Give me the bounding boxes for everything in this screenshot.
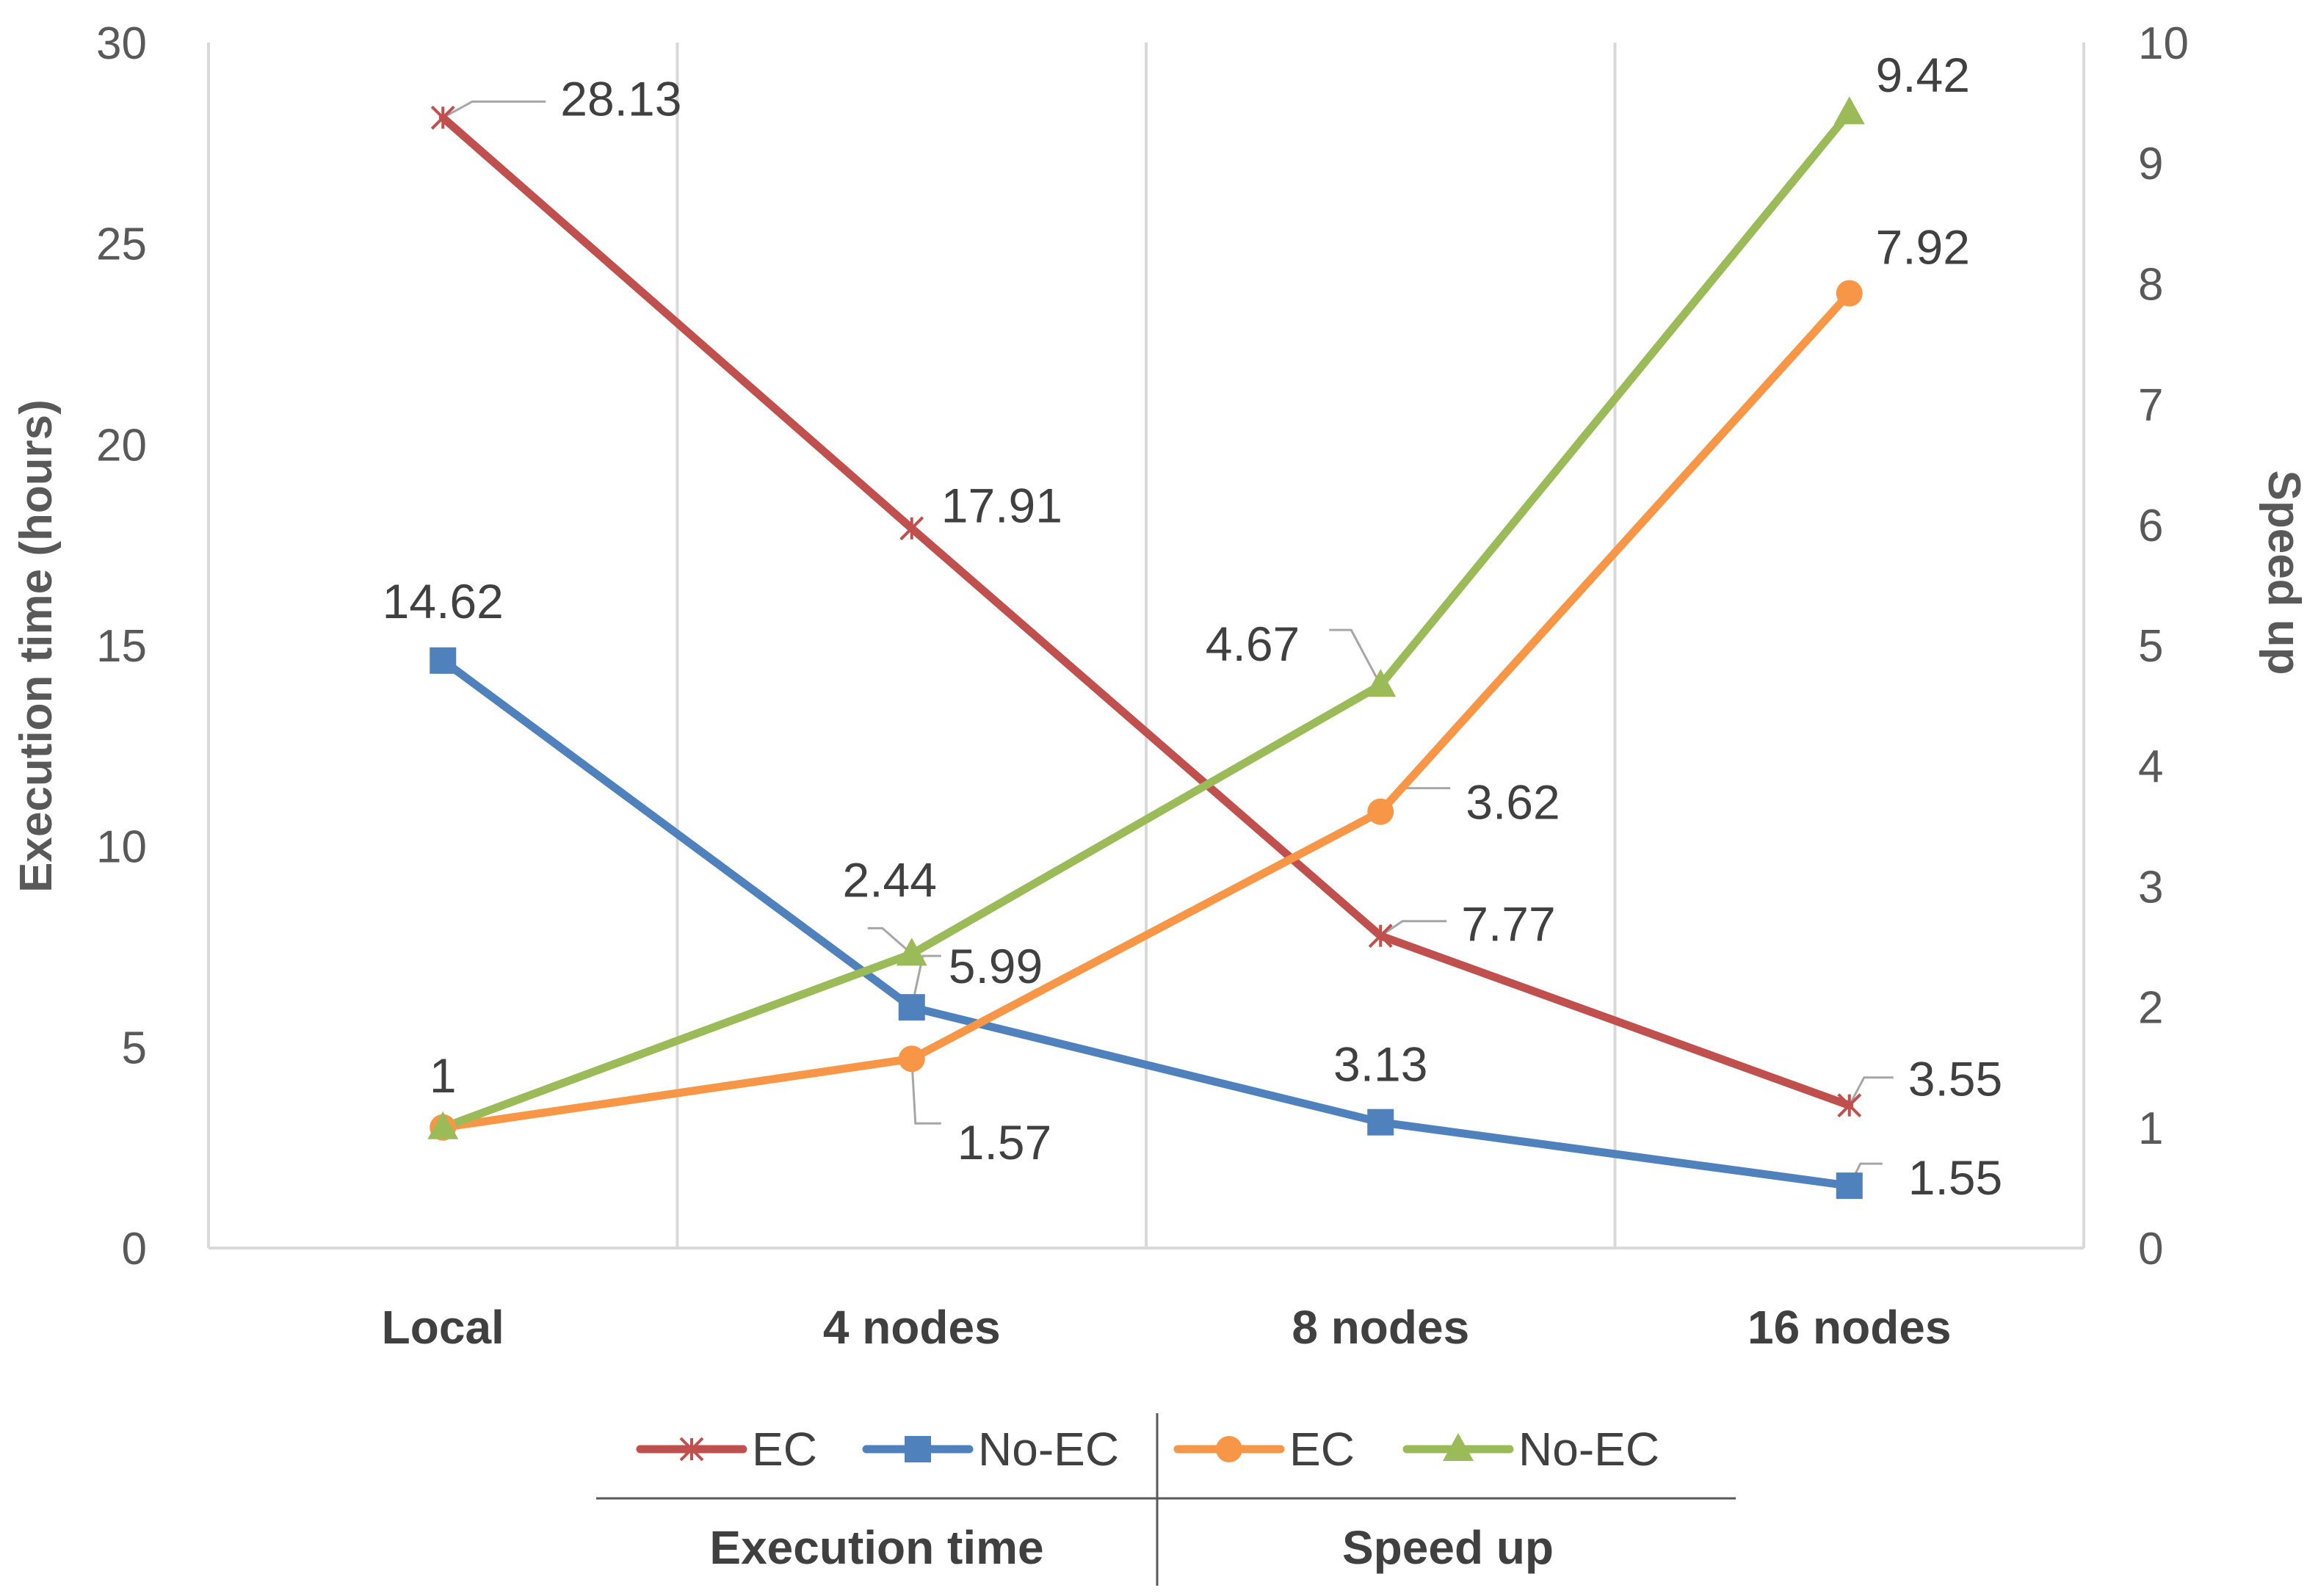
data-label: 3.13 — [1333, 1037, 1427, 1092]
category-label: 16 nodes — [1748, 1301, 1951, 1354]
data-point-triangle — [1443, 1433, 1474, 1461]
data-label: 2.44 — [843, 852, 937, 907]
data-point-square — [1367, 1109, 1394, 1136]
data-point-triangle — [896, 937, 927, 966]
left-axis-title: Execution time (hours) — [11, 399, 62, 893]
series-line — [438, 113, 1854, 1110]
right-tick-label: 0 — [2138, 1224, 2163, 1274]
data-label-leaders — [442, 100, 1894, 1186]
data-point-triangle — [1833, 96, 1865, 125]
data-point-circle — [1216, 1436, 1242, 1462]
legend-group-label: Speed up — [1342, 1521, 1554, 1574]
right-tick-label: 6 — [2138, 501, 2163, 551]
category-labels: Local 4 nodes 8 nodes 16 nodes — [382, 1301, 1952, 1354]
category-label: Local — [382, 1301, 504, 1354]
legend-label: No-EC — [1518, 1423, 1659, 1476]
left-tick-label: 15 — [96, 621, 147, 672]
data-label: 28.13 — [560, 71, 681, 126]
data-point-square — [898, 994, 925, 1021]
data-point-square — [1836, 1172, 1863, 1200]
data-label: 3.62 — [1466, 775, 1560, 830]
data-point-circle — [1367, 798, 1394, 825]
left-tick-label: 30 — [96, 18, 147, 69]
data-point-star — [430, 105, 455, 130]
data-label: 9.42 — [1876, 48, 1970, 102]
left-tick-label: 20 — [96, 420, 147, 471]
label-leader — [1848, 1076, 1894, 1106]
right-tick-label: 3 — [2138, 862, 2163, 913]
left-tick-label: 10 — [96, 822, 147, 873]
data-point-star — [899, 516, 924, 541]
right-axis-title: Speed up — [2259, 470, 2307, 675]
category-label: 8 nodes — [1292, 1301, 1469, 1354]
label-leader — [442, 100, 546, 119]
data-label: 1 — [430, 1048, 457, 1103]
legend-group-label: Execution time — [709, 1521, 1043, 1574]
data-point-triangle — [427, 1111, 459, 1139]
grid-lines — [676, 43, 2085, 1248]
data-point-star — [679, 1437, 704, 1462]
right-tick-label: 9 — [2138, 139, 2163, 189]
label-leader — [1329, 628, 1382, 686]
left-tick-label: 5 — [122, 1023, 147, 1073]
right-tick-label: 1 — [2138, 1103, 2163, 1154]
data-label: 17.91 — [941, 479, 1062, 533]
data-point-square — [430, 647, 457, 674]
right-tick-label: 4 — [2138, 741, 2163, 792]
label-leader — [867, 926, 913, 955]
series-line — [438, 656, 1854, 1190]
series-lines — [438, 108, 1854, 1190]
legend-label: EC — [1289, 1423, 1355, 1476]
data-label: 5.99 — [949, 939, 1043, 993]
data-label: 1.57 — [957, 1115, 1051, 1169]
right-tick-label: 5 — [2138, 621, 2163, 672]
data-label: 1.55 — [1908, 1150, 2002, 1205]
data-label: 4.67 — [1206, 617, 1300, 671]
series-line — [438, 289, 1854, 1132]
category-label: 4 nodes — [823, 1301, 1001, 1354]
data-point-star — [1837, 1093, 1862, 1118]
legend-label: EC — [752, 1423, 817, 1476]
series-line — [438, 108, 1854, 1132]
left-tick-label: 0 — [122, 1224, 147, 1274]
label-leader — [1380, 920, 1447, 937]
left-axis-ticks: 0 5 10 15 20 25 30 — [96, 18, 147, 1274]
legend: EC No-EC EC No-EC Execution time Speed up — [596, 1413, 1736, 1586]
data-label: 14.62 — [383, 574, 504, 628]
label-leader — [910, 954, 941, 1008]
right-tick-label: 2 — [2138, 983, 2163, 1034]
label-leader — [910, 1059, 941, 1125]
data-point-circle — [1836, 280, 1863, 307]
data-label: 3.55 — [1908, 1052, 2002, 1106]
series-markers — [427, 96, 1865, 1200]
right-tick-label: 10 — [2138, 18, 2189, 69]
data-label: 7.92 — [1876, 220, 1970, 275]
data-point-square — [905, 1436, 931, 1462]
axes — [207, 43, 2084, 1249]
legend-label: No-EC — [978, 1423, 1119, 1476]
data-label: 7.77 — [1461, 897, 1555, 951]
right-tick-label: 7 — [2138, 380, 2163, 431]
right-axis-ticks: 0 1 2 3 4 5 6 7 8 9 10 — [2138, 18, 2189, 1274]
data-point-circle — [898, 1045, 925, 1073]
left-tick-label: 25 — [96, 220, 147, 270]
data-point-triangle — [1365, 669, 1397, 697]
data-point-star — [1368, 924, 1393, 948]
data-labels: 28.13 17.91 7.77 3.55 14.62 5.99 3.13 1.55 1 1.57… — [383, 48, 2003, 1205]
right-tick-label: 8 — [2138, 259, 2163, 310]
